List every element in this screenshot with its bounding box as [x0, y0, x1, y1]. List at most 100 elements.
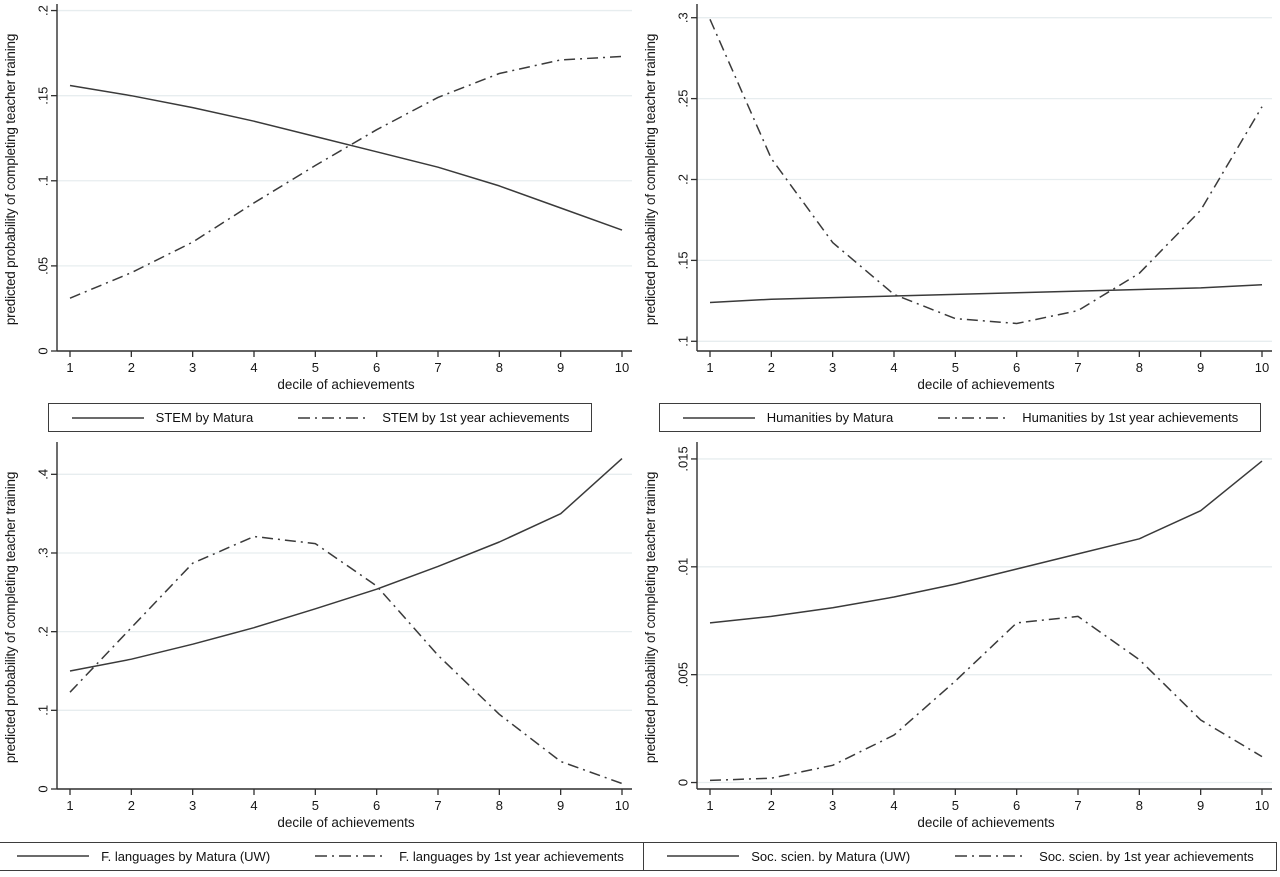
x-tick-label: 7	[434, 798, 441, 813]
y-tick-label: 0	[35, 347, 50, 354]
panel-humanities: .1 .15 .2 .25 .3 1 2 3 4 5 6 7 8 9 10 decile of achieve…	[640, 0, 1280, 438]
x-tick-label: 5	[952, 360, 959, 375]
panel-soc-scien: 0 .005 .01 .015 1 2 3 4 5 6 7 8 9 10 decile of achieve…	[640, 438, 1280, 877]
x-tick-label: 10	[615, 798, 629, 813]
legend-line-dashdot-icon	[315, 855, 388, 857]
legend-label: Soc. scien. by Matura (UW)	[751, 848, 911, 864]
y-tick-label: 0	[675, 779, 690, 786]
y-tick-label: .2	[35, 5, 50, 16]
legend-item: Humanities by 1st year achievements	[937, 410, 1238, 425]
y-tick-label: .015	[675, 446, 690, 471]
x-tick-label: 8	[1136, 798, 1143, 813]
series-line-dashdot	[69, 55, 623, 299]
series-line-solid	[69, 458, 623, 672]
series-line-solid	[709, 460, 1263, 624]
y-axis-title: predicted probability of completing teac…	[643, 472, 658, 763]
x-tick-label: 1	[66, 798, 73, 813]
y-axis-title: predicted probability of completing teac…	[643, 34, 658, 325]
legend-item: Humanities by Matura	[682, 410, 893, 425]
y-tick-label: .3	[675, 12, 690, 23]
x-tick-label: 9	[557, 360, 564, 375]
legend-item: F. languages by 1st year achievements	[314, 849, 624, 864]
x-tick-label: 6	[373, 798, 380, 813]
x-tick-label: 5	[312, 798, 319, 813]
legend-f-languages: F. languages by Matura (UW) F. languages…	[0, 841, 647, 871]
x-tick-label: 4	[890, 360, 897, 375]
x-axis-title: decile of achievements	[277, 815, 415, 830]
x-tick-label: 4	[250, 360, 257, 375]
x-tick-label: 6	[1013, 360, 1020, 375]
legend-stem: STEM by Matura STEM by 1st year achievem…	[47, 403, 593, 432]
legend-label: Soc. scien. by 1st year achievements	[1039, 848, 1254, 864]
legend-soc-scien: Soc. scien. by Matura (UW) Soc. scien. b…	[643, 841, 1277, 871]
x-tick-label: 5	[952, 798, 959, 813]
legend-label: Humanities by Matura	[766, 410, 894, 425]
legend-line-dashdot-icon	[938, 416, 1011, 419]
legend-line-solid-icon	[682, 416, 755, 419]
x-tick-label: 4	[890, 798, 897, 813]
x-tick-label: 10	[1255, 798, 1269, 813]
y-axis-title: predicted probability of completing teac…	[3, 472, 18, 763]
chart-humanities-svg: .1 .15 .2 .25 .3 1 2 3 4 5 6 7 8 9 10 decile of achieve…	[643, 4, 1272, 392]
series-line-solid	[69, 84, 623, 231]
y-tick-label: .3	[35, 548, 50, 559]
legend-label: F. languages by 1st year achievements	[399, 848, 624, 864]
x-tick-label: 10	[1255, 360, 1269, 375]
x-tick-label: 8	[496, 798, 503, 813]
y-tick-label: .25	[675, 90, 690, 108]
x-tick-label: 6	[1013, 798, 1020, 813]
legend-item: Soc. scien. by Matura (UW)	[666, 849, 910, 864]
x-axis-title: decile of achievements	[917, 815, 1055, 830]
x-tick-label: 7	[1074, 360, 1081, 375]
x-tick-label: 5	[312, 360, 319, 375]
y-tick-label: .15	[675, 251, 690, 269]
x-axis-title: decile of achievements	[277, 377, 415, 392]
legend-item: STEM by Matura	[71, 410, 254, 425]
x-tick-label: 1	[706, 798, 713, 813]
y-tick-label: .01	[675, 558, 690, 576]
y-tick-label: .15	[35, 87, 50, 105]
y-tick-label: .005	[675, 662, 690, 687]
legend-label: Humanities by 1st year achievements	[1022, 410, 1239, 425]
x-tick-label: 2	[128, 798, 135, 813]
x-tick-label: 2	[768, 798, 775, 813]
legend-humanities: Humanities by Matura Humanities by 1st y…	[658, 403, 1262, 432]
legend-label: STEM by 1st year achievements	[382, 410, 570, 425]
x-tick-label: 3	[829, 360, 836, 375]
y-tick-label: .1	[35, 705, 50, 716]
chart-f-languages-svg: 0 .1 .2 .3 .4 1 2 3 4 5 6 7 8 9 10 decile of achievemen…	[3, 442, 632, 830]
x-tick-label: 7	[434, 360, 441, 375]
y-tick-label: 0	[35, 785, 50, 792]
y-axis-title: predicted probability of completing teac…	[3, 34, 18, 325]
series-line-dashdot	[69, 535, 623, 785]
legend-line-dashdot-icon	[298, 416, 371, 419]
legend-row: F. languages by Matura (UW) F. languages…	[0, 835, 647, 877]
panel-f-languages: 0 .1 .2 .3 .4 1 2 3 4 5 6 7 8 9 10 decile of achievemen…	[0, 438, 647, 877]
legend-line-solid-icon	[71, 416, 144, 419]
y-tick-label: .1	[675, 336, 690, 347]
x-tick-label: 3	[189, 798, 196, 813]
y-tick-label: .4	[35, 469, 50, 480]
x-tick-label: 10	[615, 360, 629, 375]
x-tick-label: 9	[1197, 360, 1204, 375]
x-tick-label: 2	[128, 360, 135, 375]
chart-soc-scien-svg: 0 .005 .01 .015 1 2 3 4 5 6 7 8 9 10 decile of achieve…	[643, 442, 1272, 830]
x-tick-label: 8	[496, 360, 503, 375]
series-line-dashdot	[709, 18, 1263, 325]
x-tick-label: 8	[1136, 360, 1143, 375]
x-tick-label: 1	[66, 360, 73, 375]
x-tick-label: 3	[189, 360, 196, 375]
legend-row: Humanities by Matura Humanities by 1st y…	[640, 397, 1280, 438]
y-tick-label: .1	[35, 175, 50, 186]
legend-label: F. languages by Matura (UW)	[101, 848, 271, 864]
legend-label: STEM by Matura	[155, 410, 254, 425]
series-line-solid	[709, 283, 1263, 304]
x-tick-label: 4	[250, 798, 257, 813]
legend-row: Soc. scien. by Matura (UW) Soc. scien. b…	[640, 835, 1280, 877]
x-tick-label: 2	[768, 360, 775, 375]
x-tick-label: 1	[706, 360, 713, 375]
chart-stem-svg: 0 .05 .1 .15 .2 1 2 3 4 5 6 7 8 9 10 decile of achievem…	[3, 4, 632, 392]
x-axis-title: decile of achievements	[917, 377, 1055, 392]
x-tick-label: 6	[373, 360, 380, 375]
